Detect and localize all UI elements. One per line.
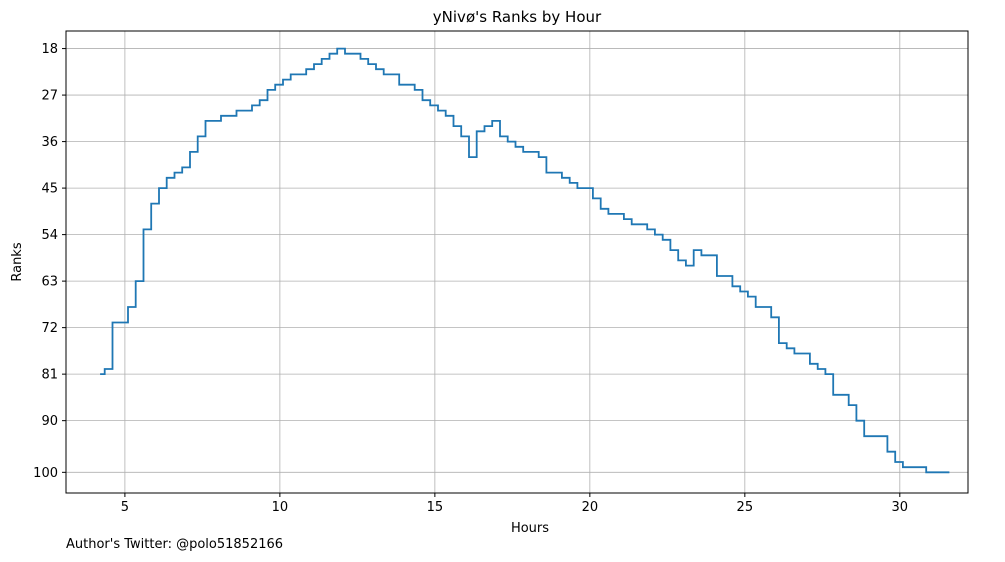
plot-background bbox=[66, 31, 968, 493]
x-axis-ticks: 5 10 15 20 25 30 bbox=[121, 493, 908, 515]
y-axis-title: Ranks bbox=[10, 242, 25, 281]
y-tick-label: 72 bbox=[41, 321, 58, 336]
x-axis-title: Hours bbox=[511, 521, 549, 536]
y-tick-label: 45 bbox=[41, 182, 58, 197]
author-footnote: Author's Twitter: @polo51852166 bbox=[66, 537, 284, 552]
x-tick-label: 15 bbox=[427, 500, 444, 515]
plot-frame bbox=[65, 30, 969, 494]
x-tick-label: 5 bbox=[121, 500, 129, 515]
y-tick-label: 100 bbox=[33, 466, 58, 481]
x-tick-label: 25 bbox=[737, 500, 754, 515]
y-tick-label: 81 bbox=[41, 368, 58, 383]
y-axis-ticks: 18 27 36 45 54 63 72 81 90 100 bbox=[33, 42, 66, 481]
y-tick-label: 54 bbox=[41, 228, 58, 243]
x-tick-label: 20 bbox=[582, 500, 599, 515]
y-tick-label: 27 bbox=[41, 89, 58, 104]
y-tick-label: 36 bbox=[41, 135, 58, 150]
y-tick-label: 90 bbox=[41, 414, 58, 429]
x-tick-label: 10 bbox=[272, 500, 289, 515]
y-tick-label: 63 bbox=[41, 275, 58, 290]
chart-title: yNivø's Ranks by Hour bbox=[433, 8, 602, 26]
grid-lines bbox=[66, 31, 968, 493]
x-tick-label: 30 bbox=[892, 500, 909, 515]
rank-series-line bbox=[100, 47, 950, 474]
y-tick-label: 18 bbox=[41, 42, 58, 57]
